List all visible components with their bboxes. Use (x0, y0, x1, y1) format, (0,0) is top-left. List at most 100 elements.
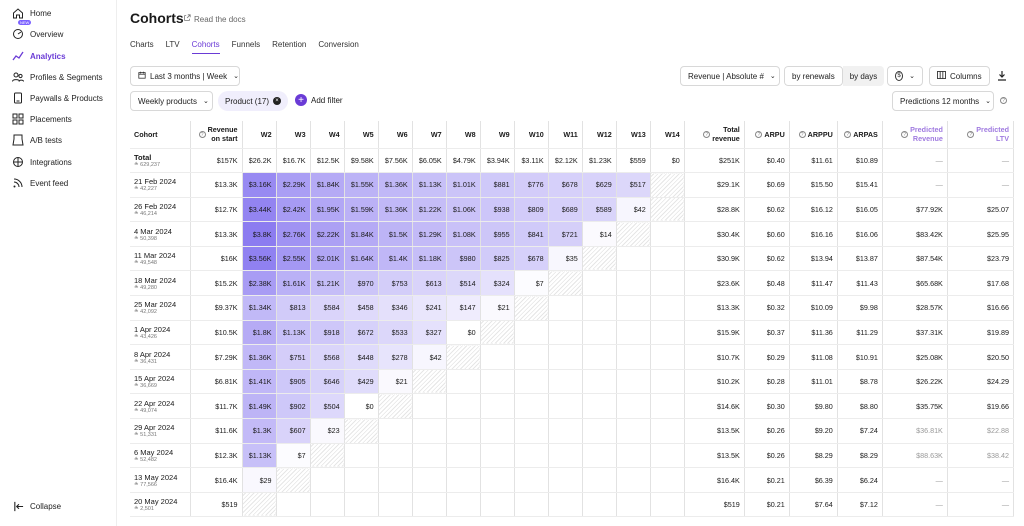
by-days-option[interactable]: by days (842, 66, 885, 86)
week-cell: $0 (650, 148, 685, 174)
header-arpas[interactable]: ? ARPAS (837, 121, 883, 149)
header-w11[interactable]: W11 (548, 121, 583, 149)
week-cell (582, 443, 617, 469)
tab-charts[interactable]: Charts (130, 40, 154, 49)
header-w10[interactable]: W10 (514, 121, 549, 149)
header-w7[interactable]: W7 (412, 121, 447, 149)
arpu-cell: $0.26 (744, 443, 790, 469)
week-cell: $458 (344, 295, 379, 321)
read-docs-label: Read the docs (194, 14, 246, 24)
week-cell (412, 443, 447, 469)
chevron-down-icon: ⌄ (909, 73, 915, 80)
help-icon: ? (967, 130, 975, 138)
header-w14[interactable]: W14 (650, 121, 685, 149)
sidebar-item-placements[interactable]: Placements (12, 111, 72, 127)
week-cell (616, 443, 651, 469)
sidebar-item-paywalls-products[interactable]: Paywalls & Products (12, 90, 103, 106)
predicted-ltv-cell: $38.42 (947, 443, 1015, 469)
by-renewals-option[interactable]: by renewals (784, 66, 843, 86)
sidebar-item-home[interactable]: Home (12, 5, 51, 21)
week-cell: $278 (378, 344, 413, 370)
sidebar-item-integrations[interactable]: Integrations (12, 154, 72, 170)
header-w6[interactable]: W6 (378, 121, 413, 149)
sidebar-item-profiles-segments[interactable]: Profiles & Segments (12, 69, 102, 85)
sidebar-item-a-b-tests[interactable]: A/B tests (12, 132, 62, 148)
predicted-ltv-cell: $16.66 (947, 295, 1015, 321)
tab-funnels[interactable]: Funnels (231, 40, 261, 49)
week-cell: $42 (616, 197, 651, 223)
paywall-icon (12, 92, 24, 104)
header-w3[interactable]: W3 (276, 121, 311, 149)
predicted-ltv-cell: $25.07 (947, 197, 1015, 223)
header-w13[interactable]: W13 (616, 121, 651, 149)
header-total-revenue[interactable]: ? Total revenue (684, 121, 745, 149)
tab-ltv[interactable]: LTV (165, 40, 180, 49)
weekly-products-select[interactable]: Weekly products ⌄ (130, 91, 213, 111)
week-cell: $2.22K (310, 221, 345, 247)
week-cell: $1.95K (310, 197, 345, 223)
week-cell (650, 418, 685, 444)
tab-cohorts[interactable]: Cohorts (191, 40, 220, 54)
header-arpu[interactable]: ? ARPU (744, 121, 790, 149)
total-revenue-cell: $30.4K (684, 221, 745, 247)
arpas-cell: $7.24 (837, 418, 883, 444)
week-cell (412, 393, 447, 420)
week-cell: $672 (344, 320, 379, 346)
week-cell (378, 492, 413, 518)
external-link-icon (183, 14, 191, 24)
analytics-icon (12, 50, 24, 62)
revenue-on-start-cell: $10.5K (190, 320, 243, 346)
week-cell: $905 (276, 369, 311, 395)
week-cell (514, 443, 549, 469)
week-cell: $751 (276, 344, 311, 370)
currency-select[interactable]: $ ⌄ (887, 66, 923, 86)
predictions-select[interactable]: Predictions 12 months ⌄ (892, 91, 994, 111)
close-icon[interactable]: × (273, 97, 282, 105)
sidebar-item-label: Integrations (30, 157, 72, 167)
collapse-button[interactable]: Collapse (12, 498, 61, 514)
week-cell (480, 369, 515, 395)
total-revenue-cell: $15.9K (684, 320, 745, 346)
week-cell (582, 393, 617, 420)
header-revenue-on-start[interactable]: ? Revenue on start (190, 121, 243, 149)
total-revenue-cell: $10.2K (684, 369, 745, 395)
week-cell: $4.79K (446, 148, 481, 174)
header-predicted-ltv[interactable]: ? Predicted LTV (947, 121, 1015, 149)
download-icon[interactable] (997, 70, 1007, 83)
header-predicted-revenue[interactable]: ? Predicted Revenue (882, 121, 948, 149)
week-cell: $1.36K (378, 197, 413, 223)
read-docs-link[interactable]: Read the docs (183, 14, 246, 24)
metric-select[interactable]: Revenue | Absolute # ⌄ (680, 66, 780, 86)
week-cell: $26.2K (242, 148, 277, 174)
header-w12[interactable]: W12 (582, 121, 617, 149)
sidebar-item-overview[interactable]: NEW Overview (12, 20, 63, 42)
columns-button[interactable]: Columns (929, 66, 990, 86)
week-cell: $147 (446, 295, 481, 321)
header-cohort[interactable]: Cohort (130, 121, 191, 149)
tab-conversion[interactable]: Conversion (318, 40, 359, 49)
table-row: 29 Apr 2024 ≗ 51,331 $11.6K $1.3K $607 $23 $13… (130, 418, 1015, 444)
arpu-cell: $0.69 (744, 172, 790, 198)
tab-retention[interactable]: Retention (272, 40, 307, 49)
date-range-select[interactable]: Last 3 months | Week ⌄ (130, 66, 240, 86)
sidebar-item-analytics[interactable]: Analytics (12, 48, 66, 64)
week-cell (514, 344, 549, 370)
header-w4[interactable]: W4 (310, 121, 345, 149)
header-arppu[interactable]: ? ARPPU (789, 121, 838, 149)
week-cell: $1.64K (344, 246, 379, 272)
header-w9[interactable]: W9 (480, 121, 515, 149)
add-filter-button[interactable]: + Add filter (295, 94, 343, 106)
main-content: Cohorts Read the docs Charts LTV Cohorts Fu… (117, 0, 1024, 526)
help-icon[interactable]: ? (1000, 96, 1009, 105)
arpas-cell: $8.29 (837, 443, 883, 469)
header-w8[interactable]: W8 (446, 121, 481, 149)
product-filter-chip[interactable]: Product (17) × (218, 91, 289, 111)
week-cell: $646 (310, 369, 345, 395)
week-cell: $841 (514, 221, 549, 247)
header-w5[interactable]: W5 (344, 121, 379, 149)
sidebar-item-event-feed[interactable]: Event feed (12, 175, 68, 191)
arpu-cell: $0.26 (744, 418, 790, 444)
predicted-ltv-cell: — (947, 172, 1015, 198)
week-cell (616, 295, 651, 321)
header-w2[interactable]: W2 (242, 121, 277, 149)
